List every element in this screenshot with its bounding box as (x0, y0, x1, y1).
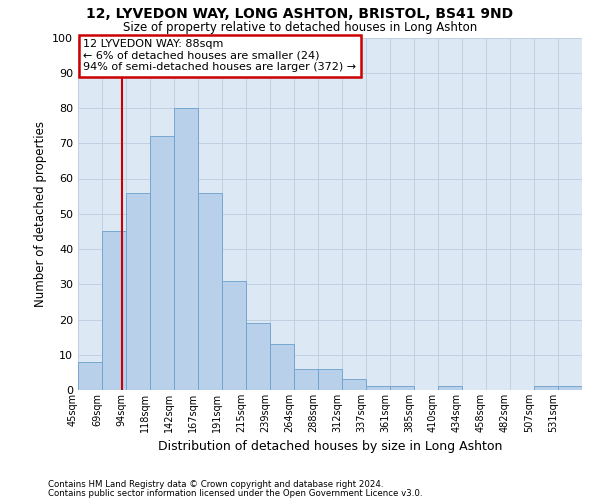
Bar (246, 323, 270, 390)
Bar (558, 386, 582, 390)
Bar (342, 380, 366, 390)
Bar (534, 386, 558, 390)
Text: Contains public sector information licensed under the Open Government Licence v3: Contains public sector information licen… (48, 490, 422, 498)
Text: Size of property relative to detached houses in Long Ashton: Size of property relative to detached ho… (123, 21, 477, 34)
Bar (294, 369, 318, 390)
Bar (438, 386, 462, 390)
Y-axis label: Number of detached properties: Number of detached properties (34, 120, 47, 306)
Bar (318, 369, 342, 390)
Bar (222, 280, 246, 390)
Bar (78, 362, 102, 390)
Text: Contains HM Land Registry data © Crown copyright and database right 2024.: Contains HM Land Registry data © Crown c… (48, 480, 383, 489)
Bar (102, 232, 126, 390)
X-axis label: Distribution of detached houses by size in Long Ashton: Distribution of detached houses by size … (158, 440, 502, 454)
Bar (270, 344, 294, 390)
Text: 12, LYVEDON WAY, LONG ASHTON, BRISTOL, BS41 9ND: 12, LYVEDON WAY, LONG ASHTON, BRISTOL, B… (86, 8, 514, 22)
Text: 12 LYVEDON WAY: 88sqm
← 6% of detached houses are smaller (24)
94% of semi-detac: 12 LYVEDON WAY: 88sqm ← 6% of detached h… (83, 40, 356, 72)
Bar (390, 386, 414, 390)
Bar (126, 192, 150, 390)
Bar (174, 108, 198, 390)
Bar (366, 386, 390, 390)
Bar (198, 192, 222, 390)
Bar (150, 136, 174, 390)
